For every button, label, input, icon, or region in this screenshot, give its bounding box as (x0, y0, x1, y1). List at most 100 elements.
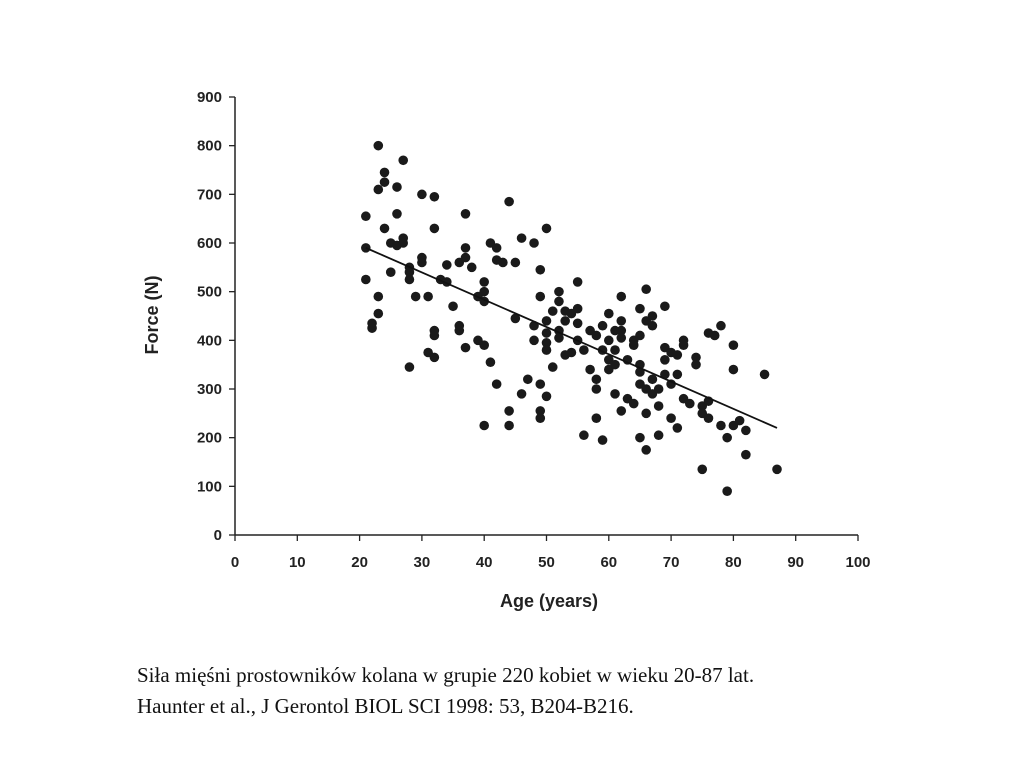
x-tick-label: 100 (845, 554, 870, 571)
data-point (491, 379, 502, 389)
data-point (759, 369, 770, 380)
data-point (460, 209, 471, 219)
data-point (479, 340, 490, 351)
data-point (610, 359, 620, 370)
data-point (653, 430, 664, 441)
data-point (498, 257, 508, 268)
data-point (591, 330, 602, 341)
figure-caption: Siła mięśni prostowników kolana w grupie… (137, 660, 754, 722)
data-point (666, 413, 676, 424)
y-tick-label: 800 (197, 138, 222, 155)
data-point (510, 257, 521, 268)
x-tick-label: 90 (787, 554, 804, 571)
data-point (398, 238, 409, 248)
data-point (691, 352, 701, 363)
data-point (529, 238, 539, 248)
data-point (660, 301, 670, 312)
data-point (460, 342, 471, 353)
data-point (429, 191, 440, 202)
data-point (647, 374, 658, 385)
data-point (554, 296, 564, 307)
data-point (641, 408, 651, 419)
data-point (572, 303, 583, 314)
data-point (429, 223, 440, 234)
caption-line-1: Siła mięśni prostowników kolana w grupie… (137, 663, 755, 687)
data-point (429, 352, 440, 363)
data-point (417, 189, 427, 200)
x-tick-label: 40 (476, 554, 493, 571)
x-tick-label: 60 (600, 554, 617, 571)
data-point (361, 274, 371, 285)
data-point (535, 264, 546, 275)
data-point (504, 420, 514, 431)
y-tick-label: 300 (197, 381, 222, 398)
data-point (591, 374, 602, 385)
data-point (579, 430, 589, 441)
data-point (466, 262, 477, 273)
data-point (591, 413, 602, 424)
data-point (491, 243, 502, 253)
data-point (535, 379, 546, 389)
data-point (404, 274, 415, 285)
data-point (591, 384, 602, 394)
data-point (423, 291, 433, 302)
chart-axes (234, 97, 858, 536)
trend-line-group (365, 247, 778, 429)
data-point (523, 374, 533, 385)
data-point (722, 432, 732, 443)
data-point (697, 464, 708, 475)
data-point (541, 316, 552, 326)
data-point (454, 325, 465, 336)
data-point (741, 425, 751, 436)
data-point (728, 340, 739, 351)
y-tick-label: 500 (197, 284, 222, 301)
data-point (373, 140, 384, 151)
x-axis-title: Age (years) (500, 591, 598, 611)
data-point (541, 391, 552, 402)
data-point (529, 335, 539, 346)
data-point (585, 364, 595, 375)
data-point (379, 223, 390, 234)
data-point (379, 177, 390, 187)
data-point (672, 423, 683, 433)
x-tick-label: 70 (663, 554, 680, 571)
data-point (516, 389, 527, 399)
data-point (703, 413, 714, 424)
data-point (373, 184, 384, 195)
data-point (728, 364, 739, 375)
y-tick-label: 100 (197, 478, 222, 495)
data-point (404, 362, 415, 372)
data-point (510, 313, 521, 324)
data-point (485, 357, 496, 368)
data-point (647, 311, 658, 321)
y-tick-label: 600 (197, 235, 222, 252)
data-point (392, 209, 402, 219)
y-axis-title: Force (N) (142, 275, 162, 354)
x-axis-ticks: 0 10 20 30 40 50 60 70 80 90 100 (231, 535, 871, 571)
x-tick-label: 50 (538, 554, 555, 571)
data-point (641, 284, 651, 295)
data-point (610, 389, 620, 399)
data-point (516, 233, 527, 243)
data-point (616, 333, 627, 343)
data-point (547, 362, 558, 372)
data-point (460, 243, 471, 253)
data-point (678, 335, 689, 346)
data-point (691, 359, 701, 370)
data-point (716, 320, 726, 331)
data-point (672, 350, 683, 360)
data-point (572, 318, 583, 329)
trend-line (365, 247, 778, 429)
data-point (504, 406, 514, 416)
y-tick-label: 0 (214, 527, 222, 544)
data-point (616, 325, 627, 336)
data-point (417, 252, 427, 263)
data-point (647, 320, 658, 331)
data-point (579, 345, 589, 355)
data-point (684, 398, 695, 409)
data-point (597, 435, 608, 445)
data-point (479, 286, 490, 297)
data-point (504, 196, 514, 207)
caption-line-2: Haunter et al., J Gerontol BIOL SCI 1998… (137, 694, 634, 718)
data-point (672, 369, 683, 380)
